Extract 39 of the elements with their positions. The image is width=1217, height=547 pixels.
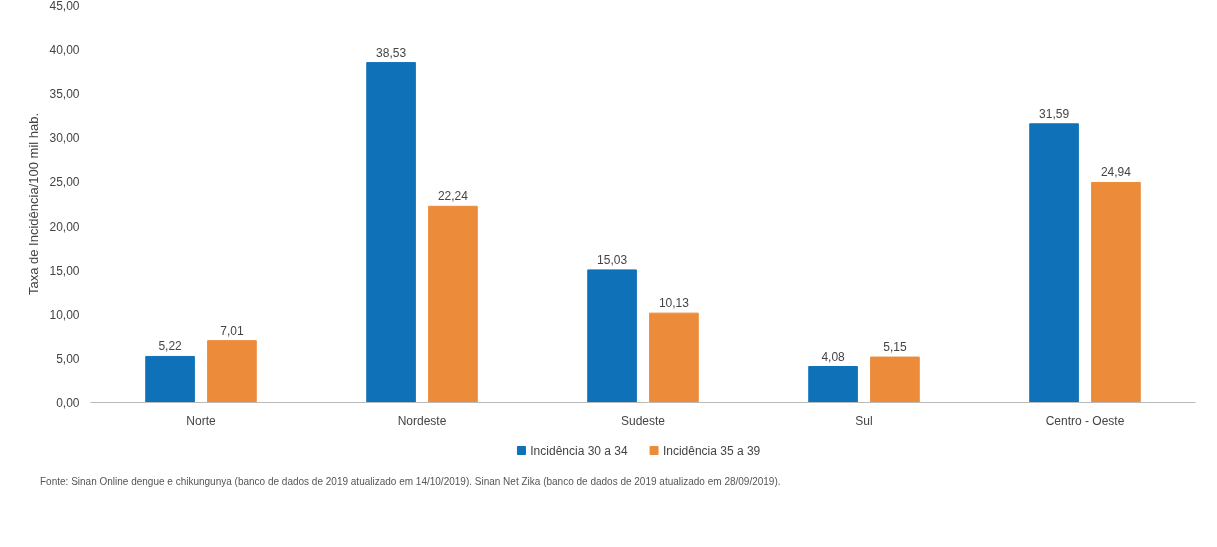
legend-label: Incidência 30 a 34 [530,443,629,458]
bar [428,205,478,403]
bar [366,62,416,403]
data-label: 31,59 [1039,106,1070,121]
x-tick-label: Norte [186,413,216,428]
y-tick-label: 40,00 [49,43,80,58]
data-label: 15,03 [597,252,628,267]
y-tick-label: 30,00 [49,131,80,146]
y-tick-label: 5,00 [56,351,80,366]
y-tick-label: 45,00 [49,0,80,13]
y-tick-label: 15,00 [49,263,80,278]
y-tick-label: 20,00 [49,219,80,234]
x-tick-label: Sul [855,413,873,428]
legend-label: Incidência 35 a 39 [662,443,761,458]
data-label: 10,13 [658,296,690,311]
y-axis-title: Taxa de Incidência/100 mil hab. [26,112,42,296]
data-label: 24,94 [1100,165,1132,180]
y-tick-label: 10,00 [49,307,80,322]
data-label: 5,22 [158,339,183,354]
x-tick-label: Sudeste [620,413,666,428]
data-label: 22,24 [437,189,469,204]
bar [1091,181,1141,403]
x-tick-label: Nordeste [397,413,447,428]
x-tick-label: Centro - Oeste [1045,413,1125,428]
data-label: 7,01 [220,323,244,338]
data-label: 38,53 [376,45,407,60]
y-tick-label: 25,00 [49,175,80,190]
bar [587,269,637,403]
source-note: Fonte: Sinan Online dengue e chikungunya (banco de dados de 2019 atualizado em 14/10/2019). Sinan Net Zika (banco de dados de 2019 atualizado em 28/09/2019). [40,475,781,489]
bar [145,355,195,403]
bar [1029,123,1079,403]
data-label: 5,15 [883,340,907,355]
y-tick-label: 35,00 [49,87,80,102]
bar [649,312,699,403]
bar [870,356,920,403]
y-tick-label: 0,00 [56,396,80,410]
bar [808,366,858,403]
bar [207,340,257,403]
data-label: 4,08 [821,349,846,364]
